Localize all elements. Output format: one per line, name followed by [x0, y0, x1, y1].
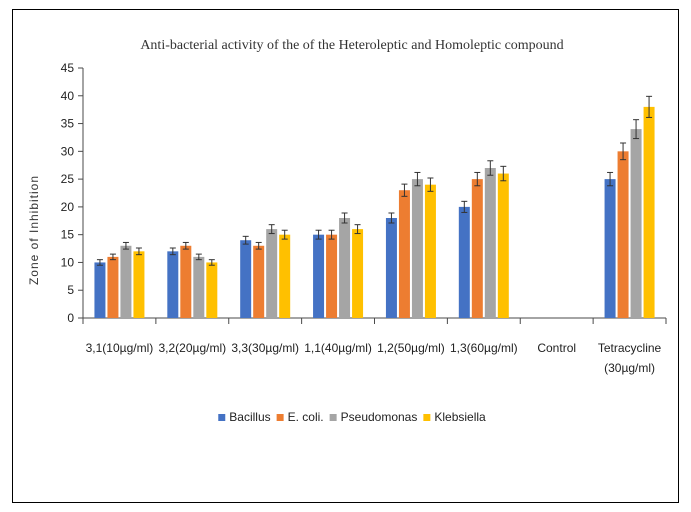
- x-tick-label: 3,2(20µg/ml): [159, 341, 227, 355]
- y-tick-label: 45: [61, 61, 75, 75]
- bar: [617, 151, 629, 318]
- y-tick-label: 30: [61, 144, 75, 158]
- bar: [120, 245, 132, 318]
- chart-title: Anti-bacterial activity of the of the He…: [140, 38, 563, 53]
- bar: [326, 234, 338, 318]
- bar: [107, 256, 119, 318]
- x-tick-label: 3,1(10µg/ml): [86, 341, 154, 355]
- bar: [424, 184, 436, 318]
- bar: [484, 168, 496, 318]
- legend-swatch: [276, 414, 284, 421]
- bar: [313, 234, 325, 318]
- x-tick-label: 1,2(50µg/ml): [377, 341, 445, 355]
- bar: [240, 240, 252, 318]
- bar: [167, 251, 179, 318]
- legend-label: Bacillus: [229, 410, 270, 424]
- bars-group: [94, 95, 655, 318]
- x-tick-label: 1,1(40µg/ml): [304, 341, 372, 355]
- y-tick-label: 35: [61, 117, 75, 131]
- bar: [266, 229, 278, 318]
- legend: Bacillus E. coli. Pseudomonas Klebsiella: [218, 410, 486, 424]
- bar: [471, 179, 483, 318]
- bar: [497, 173, 509, 318]
- legend-label: Klebsiella: [434, 410, 486, 424]
- bar: [385, 218, 397, 318]
- bar: [411, 179, 423, 318]
- bar: [133, 251, 145, 318]
- bar: [279, 234, 291, 318]
- x-tick-label: 3,3(30µg/ml): [231, 341, 299, 355]
- bar: [630, 129, 642, 318]
- x-axis: 3,1(10µg/ml) 3,2(20µg/ml) 3,3(30µg/ml) 1,1(…: [82, 317, 667, 375]
- bar: [180, 245, 192, 318]
- legend-swatch: [329, 414, 337, 421]
- y-axis-label: Zone of Inhibition: [27, 175, 41, 285]
- legend-label: E. coli.: [288, 410, 324, 424]
- y-tick-label: 20: [61, 200, 75, 214]
- y-tick-label: 10: [61, 255, 75, 269]
- x-tick-label: (30µg/ml): [604, 361, 655, 375]
- y-tick-label: 40: [61, 89, 75, 103]
- legend-swatch: [218, 414, 226, 421]
- bar: [193, 256, 205, 318]
- bar: [604, 179, 616, 318]
- y-tick-label: 0: [67, 311, 74, 325]
- bar: [206, 262, 218, 318]
- x-tick-label: Tetracycline: [598, 341, 662, 355]
- bar: [643, 106, 655, 318]
- x-tick-label: Control: [537, 341, 576, 355]
- bar: [398, 190, 410, 318]
- bar: [352, 229, 364, 318]
- y-tick-label: 5: [67, 283, 74, 297]
- y-tick-label: 15: [61, 228, 75, 242]
- x-tick-label: 1,3(60µg/ml): [450, 341, 518, 355]
- legend-swatch: [423, 414, 431, 421]
- bar: [458, 206, 470, 318]
- bar: [339, 218, 351, 318]
- legend-label: Pseudomonas: [341, 410, 418, 424]
- y-tick-label: 25: [61, 172, 75, 186]
- y-axis: 0 5 10 15 20 25 30 35 40 45: [61, 61, 84, 325]
- bar: [94, 262, 106, 318]
- bar: [253, 245, 265, 318]
